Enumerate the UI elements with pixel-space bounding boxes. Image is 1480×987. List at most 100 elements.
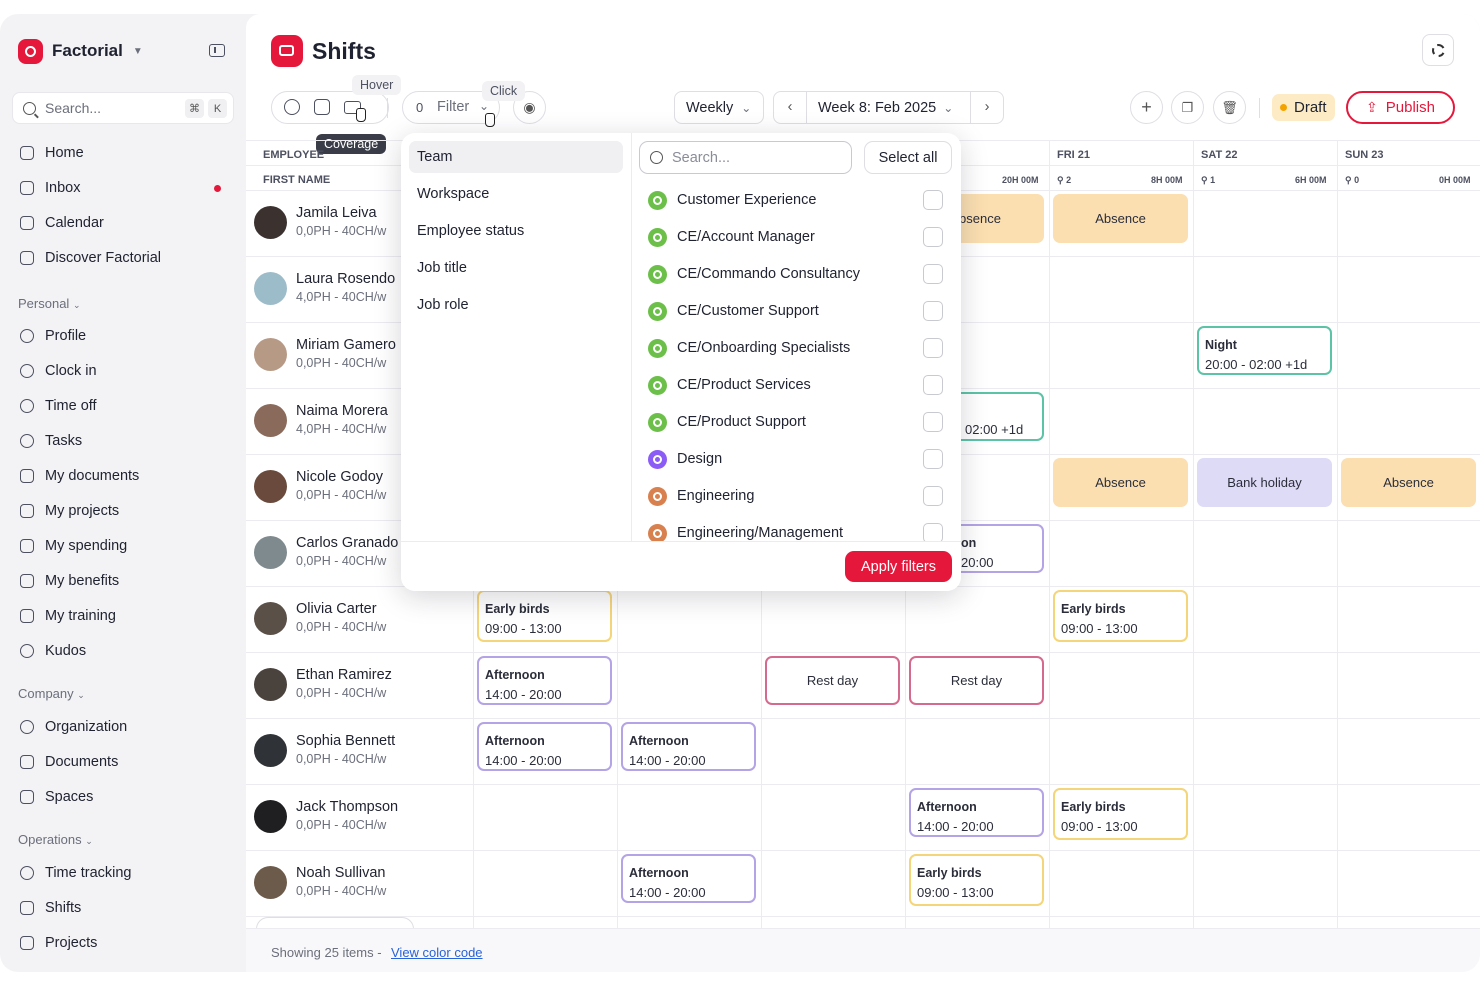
settings-button[interactable] [1422,34,1454,66]
calendar-icon [20,216,34,230]
absence-cell[interactable]: Absence [1341,458,1476,507]
week-label[interactable]: Week 8: Feb 2025 [818,99,937,116]
sidebar-search[interactable]: Search... ⌘ K [12,92,234,124]
sidebar-item-label: Kudos [45,643,87,659]
filter-option[interactable]: CE/Product Services [648,374,811,396]
sidebar-item-documents[interactable]: Documents [20,751,118,773]
shift-cell[interactable]: Afternoon 14:00 - 20:00 [477,722,612,771]
cube-view-icon[interactable] [314,99,330,115]
team-icon [648,449,667,469]
shift-cell[interactable]: Early birds 09:00 - 13:00 [1053,788,1188,840]
sidebar-item-time-off[interactable]: Time off [20,395,97,417]
employee-name: Nicole Godoy [296,469,384,485]
coverage-icon[interactable] [344,101,361,114]
filter-category-job-title[interactable]: Job title [417,260,467,276]
filter-option-checkbox[interactable] [923,190,943,210]
shift-cell[interactable]: Afternoon 14:00 - 20:00 [621,722,756,771]
sidebar-item-time-tracking[interactable]: Time tracking [20,862,131,884]
sidebar-item-my-documents[interactable]: My documents [20,465,139,487]
avatar [254,338,287,371]
section-company[interactable]: Company ⌄ [18,686,85,701]
shift-hours: 09:00 - 13:00 [1061,621,1138,636]
sidebar-item-discover[interactable]: Discover Factorial [20,247,161,269]
apply-filters-button[interactable]: Apply filters [845,551,952,582]
publish-button[interactable]: ⇪ Publish [1346,91,1455,124]
absence-cell[interactable]: Absence [1053,194,1188,243]
shift-cell[interactable]: Early birds 09:00 - 13:00 [909,854,1044,906]
select-all-button[interactable]: Select all [864,141,952,174]
sidebar-collapse-icon[interactable] [209,44,225,57]
section-personal[interactable]: Personal ⌄ [18,296,80,311]
sidebar-item-kudos[interactable]: Kudos [20,640,86,662]
filter-button[interactable] [402,91,500,124]
shift-cell[interactable]: Afternoon 14:00 - 20:00 [621,854,756,903]
filter-category-job-role[interactable]: Job role [417,297,469,313]
filter-option-label: CE/Product Support [677,414,806,430]
sidebar-item-projects[interactable]: Projects [20,932,97,954]
sidebar-item-my-projects[interactable]: My projects [20,500,119,522]
eye-icon: ◉ [523,99,536,115]
visibility-button[interactable]: ◉ [513,91,546,124]
filter-option[interactable]: CE/Customer Support [648,300,819,322]
sidebar-item-inbox[interactable]: Inbox [20,177,80,199]
filter-option-checkbox[interactable] [923,412,943,432]
filter-option-checkbox[interactable] [923,486,943,506]
rest-day-cell[interactable]: Rest day [909,656,1044,705]
brand-switcher[interactable]: Factorial ▼ [18,38,143,64]
add-shift-button[interactable]: + [1130,91,1163,124]
sidebar-item-my-spending[interactable]: My spending [20,535,127,557]
sidebar-item-my-training[interactable]: My training [20,605,116,627]
rest-day-cell[interactable]: Rest day [765,656,900,705]
filter-option[interactable]: Design [648,448,722,470]
sidebar-item-my-benefits[interactable]: My benefits [20,570,119,592]
day-people-sun: ⚲ 0 [1345,175,1360,185]
sidebar-item-calendar[interactable]: Calendar [20,212,104,234]
filter-option[interactable]: CE/Commando Consultancy [648,263,860,285]
filter-option-checkbox[interactable] [923,523,943,543]
shift-cell[interactable]: Night 20:00 - 02:00 +1d [1197,326,1332,375]
sidebar-item-organization[interactable]: Organization [20,716,127,738]
filter-option-checkbox[interactable] [923,301,943,321]
filter-option-checkbox[interactable] [923,227,943,247]
shift-cell[interactable]: Early birds 09:00 - 13:00 [1053,590,1188,642]
status-label: Draft [1294,99,1327,116]
delete-button[interactable]: 🗑 [1213,91,1246,124]
shift-cell[interactable]: Early birds 09:00 - 13:00 [477,590,612,642]
sidebar-item-profile[interactable]: Profile [20,325,86,347]
filter-category-team[interactable]: Team [409,141,623,173]
person-view-icon[interactable] [284,99,300,115]
sidebar-item-clock-in[interactable]: Clock in [20,360,97,382]
filter-option[interactable]: CE/Onboarding Specialists [648,337,850,359]
filter-option[interactable]: CE/Product Support [648,411,806,433]
filter-option[interactable]: Engineering/Management [648,522,843,544]
filter-search-input[interactable]: Search... [639,141,852,174]
filter-option[interactable]: CE/Account Manager [648,226,815,248]
sidebar-item-spaces[interactable]: Spaces [20,786,93,808]
shift-cell[interactable]: Afternoon 14:00 - 20:00 [477,656,612,705]
bank-holiday-cell[interactable]: Bank holiday [1197,458,1332,507]
shift-name: on [961,536,977,550]
sidebar-item-tasks[interactable]: Tasks [20,430,82,452]
section-operations[interactable]: Operations ⌄ [18,832,93,847]
filter-category-workspace[interactable]: Workspace [417,186,490,202]
view-color-code-link[interactable]: View color code [391,945,483,960]
copy-button[interactable]: ❐ [1171,91,1204,124]
filter-option-checkbox[interactable] [923,264,943,284]
firstname-column-header[interactable]: FIRST NAME [263,174,331,186]
filter-option-checkbox[interactable] [923,375,943,395]
sidebar-item-home[interactable]: Home [20,142,84,164]
filter-option[interactable]: Engineering [648,485,754,507]
shift-cell[interactable]: Afternoon 14:00 - 20:00 [909,788,1044,837]
section-label: Company [18,686,74,701]
filter-option-checkbox[interactable] [923,449,943,469]
filter-option-checkbox[interactable] [923,338,943,358]
chevron-down-icon: ⌄ [741,100,752,115]
view-select[interactable]: Weekly ⌄ [674,91,764,124]
filter-option[interactable]: Customer Experience [648,189,816,211]
absence-cell[interactable]: Absence [1053,458,1188,507]
sidebar-item-shifts[interactable]: Shifts [20,897,81,919]
team-icon [648,264,667,284]
prev-week-button[interactable]: ‹ [774,92,807,123]
filter-category-employee-status[interactable]: Employee status [417,223,525,239]
next-week-button[interactable]: › [970,92,1003,123]
